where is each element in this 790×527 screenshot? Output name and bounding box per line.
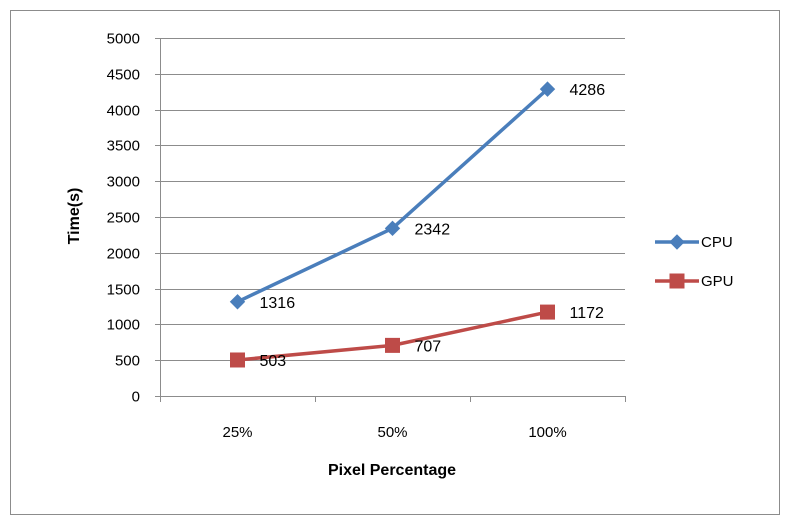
y-axis-title: Time(s) [66, 188, 83, 245]
data-label-gpu: 503 [260, 353, 287, 370]
y-tick-label: 1000 [107, 317, 140, 334]
data-point-cpu [229, 294, 246, 310]
data-label-gpu: 1172 [570, 305, 605, 322]
y-tick-label: 4500 [107, 67, 140, 84]
y-tick-labels: 0 500 1000 1500 2000 2500 3000 3500 4000 4500 5000 [107, 31, 140, 406]
legend-label-cpu: CPU [701, 234, 733, 251]
data-label-cpu: 4286 [570, 82, 606, 99]
series-gpu: 503 707 1172 [230, 304, 605, 370]
legend: CPU GPU [655, 234, 734, 290]
legend-item-gpu: GPU [655, 273, 734, 290]
y-tick-label: 4000 [107, 103, 140, 120]
legend-item-cpu: CPU [655, 234, 733, 251]
data-label-gpu: 707 [415, 338, 442, 355]
axes [155, 38, 626, 402]
data-point-cpu [384, 220, 401, 237]
y-tick-label: 5000 [107, 31, 140, 48]
y-tick-label: 3500 [107, 138, 140, 155]
data-point-gpu [540, 304, 555, 320]
x-tick-label: 50% [377, 424, 407, 441]
y-tick-label: 1500 [107, 282, 140, 299]
chart-border [10, 10, 780, 515]
data-label-cpu: 2342 [415, 221, 451, 238]
series-layer: 1316 2342 4286 503 707 1172 [229, 81, 606, 370]
y-tick-label: 0 [132, 389, 140, 406]
x-axis-title: Pixel Percentage [328, 462, 456, 479]
data-point-gpu [230, 352, 245, 368]
y-tick-label: 500 [115, 353, 140, 370]
data-label-cpu: 1316 [260, 295, 296, 312]
series-cpu: 1316 2342 4286 [229, 81, 606, 312]
x-tick-labels: 25% 50% 100% [222, 424, 566, 441]
x-tick-label: 25% [222, 424, 252, 441]
legend-label-gpu: GPU [701, 273, 734, 290]
legend-marker-cpu [669, 234, 685, 250]
y-tick-label: 2000 [107, 246, 140, 263]
x-tick-label: 100% [528, 424, 566, 441]
legend-marker-gpu [669, 273, 685, 289]
y-tick-label: 2500 [107, 210, 140, 227]
data-point-cpu [539, 81, 556, 97]
y-tick-label: 3000 [107, 174, 140, 191]
data-point-gpu [385, 337, 400, 353]
